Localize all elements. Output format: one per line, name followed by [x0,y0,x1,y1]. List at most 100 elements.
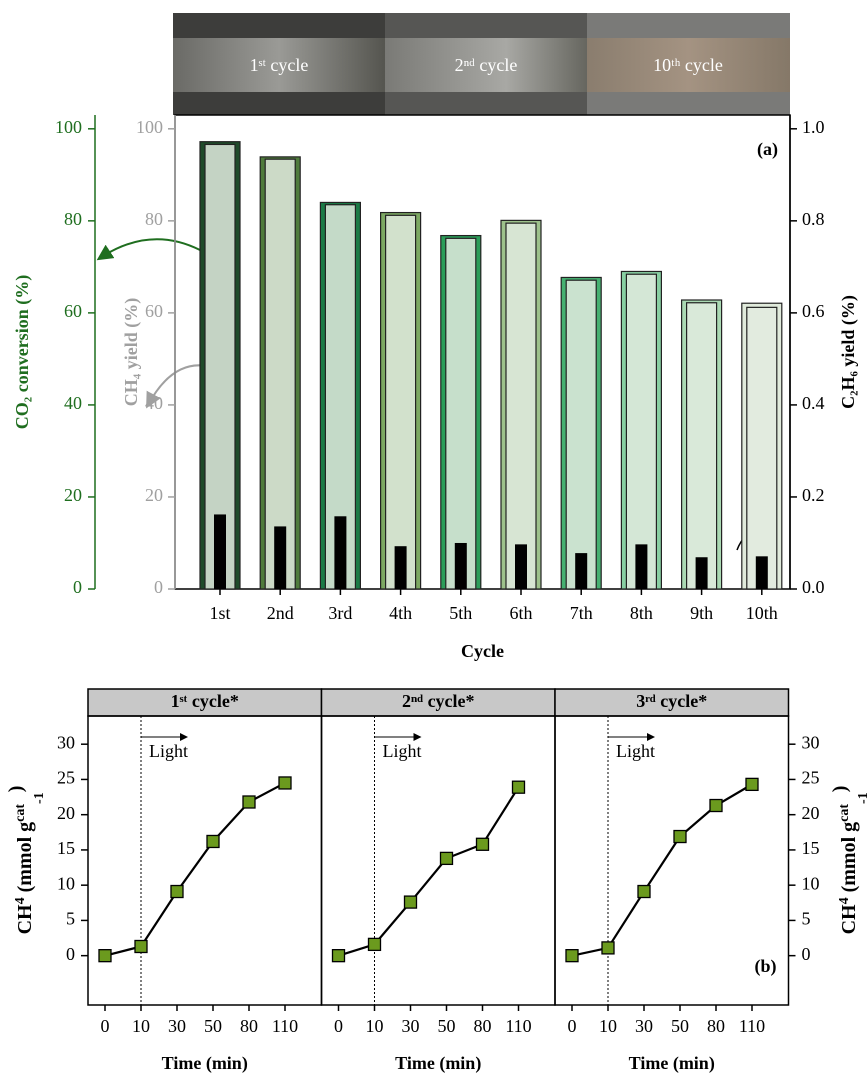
c2h6-bar [214,514,226,589]
y-tick-label: 20 [57,803,75,823]
panel-title: 3ʳᵈ cycle* [636,691,707,711]
y-tick-label: 0.4 [802,393,825,413]
data-marker [745,777,759,792]
x-tick-label: 10th [746,603,778,623]
c2h6-bar [695,557,708,589]
photo [385,38,587,92]
y-tick-label: 5 [802,909,811,929]
data-line [571,783,753,957]
y-tick-label: 30 [802,732,820,752]
y-tick-label: 40 [64,393,82,413]
data-marker [709,798,723,813]
data-marker [206,834,220,849]
ch4-bar [505,222,537,590]
x-tick-label: 8th [630,603,653,623]
x-tick-label: 50 [204,1016,222,1036]
y-axis-title-part: CH [14,904,36,934]
c2h6-bar [334,516,347,589]
light-label: Light [383,741,422,761]
y-tick-label: 0.6 [802,301,825,321]
y-tick-label: 100 [136,117,163,137]
y-tick-label: 5 [66,909,75,929]
x-tick-label: 80 [474,1016,492,1036]
ch4-bar [264,158,296,590]
c2h6-bar [394,546,407,589]
data-marker [331,949,346,963]
panel-label: (a) [757,139,778,160]
y-tick-label: 25 [57,768,75,788]
data-marker [601,941,615,955]
y-tick-label: 0.0 [802,577,825,597]
data-line [104,781,286,957]
y-tick-label: 40 [145,393,163,413]
y-tick-label: 30 [57,732,75,752]
x-axis-title: Time (min) [395,1053,481,1074]
y-tick-label: 100 [55,117,82,137]
data-marker [565,949,579,963]
photo [587,38,790,92]
c2h6-bar [755,556,768,589]
c2h6-bar [575,553,588,589]
y-axis-title: C₂H₆ yield (%) [838,295,859,409]
y-axis-title-part: (mmol g [14,822,36,898]
y-axis-title-part: (mmol g [838,822,860,898]
panel-header [320,688,556,717]
y-axis-title-part: 4 [13,897,28,904]
data-marker [98,949,112,963]
y-tick-label: 0.8 [802,209,825,229]
y-axis-title-part: -1 [856,792,867,804]
x-tick-label: 4th [389,603,412,623]
x-tick-label: 0 [101,1016,110,1036]
y-tick-label: 0 [154,577,163,597]
data-marker [367,937,382,952]
plot-frame [554,715,790,1006]
x-tick-label: 30 [402,1016,420,1036]
ch4-bar [685,302,718,590]
x-axis-title: Cycle [461,641,504,661]
plot-frame [87,715,323,1006]
light-label: Light [149,741,188,761]
ch4-bar [445,237,477,590]
x-tick-label: 10 [599,1016,617,1036]
x-axis-title: Time (min) [629,1053,715,1074]
c2h6-bar [274,526,287,589]
x-tick-label: 30 [168,1016,186,1036]
y-axis-title: CH₄ yield (%) [121,298,142,406]
x-tick-label: 2nd [267,603,294,623]
y-axis-title-part: cat [837,804,852,822]
panel-label: (b) [755,956,777,977]
data-marker [637,884,651,899]
y-tick-label: 80 [64,209,82,229]
y-tick-label: 1.0 [802,117,825,137]
photo [173,38,385,92]
x-tick-label: 6th [509,603,532,623]
y-tick-label: 0 [66,944,75,964]
y-tick-label: 25 [802,768,820,788]
y-tick-label: 0 [73,577,82,597]
photo-label: 2ⁿᵈ cycle [455,55,518,75]
data-marker [242,795,256,809]
y-tick-label: 60 [145,301,163,321]
light-label: Light [616,741,655,761]
data-marker [134,939,148,954]
c2h6-bar [635,544,648,589]
ch4-bar [385,214,417,590]
photo-strip: 1ˢᵗ cycle 2ⁿᵈ cycle 10ᵗʰ cycle [173,13,790,115]
data-marker [403,895,418,909]
x-tick-label: 7th [570,603,593,623]
x-tick-label: 80 [707,1016,725,1036]
x-tick-label: 50 [671,1016,689,1036]
x-tick-label: 3rd [328,603,352,623]
data-marker [475,837,490,851]
axis-arrow [96,238,201,261]
y-tick-label: 10 [57,873,75,893]
y-axis-title-part: cat [13,804,28,822]
photo-label: 1ˢᵗ cycle [250,55,309,75]
x-tick-label: 10 [132,1016,150,1036]
ch4-bar [746,306,778,590]
data-marker [511,780,526,794]
y-tick-label: 80 [145,209,163,229]
y-axis-title: CO₂ conversion (%) [12,275,33,429]
y-tick-label: 0.2 [802,485,825,505]
